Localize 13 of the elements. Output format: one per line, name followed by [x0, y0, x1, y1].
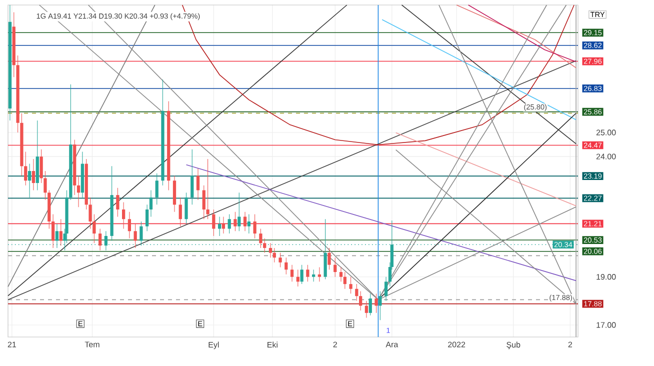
x-tick-label: Ara — [386, 342, 398, 348]
y-tick-label: 19.00 — [596, 274, 616, 280]
y-tick-label: 25.00 — [596, 130, 616, 136]
x-tick-label: 21 — [8, 342, 16, 348]
x-tick-label: Eki — [268, 342, 278, 348]
y-tick-label: 17.00 — [596, 322, 616, 328]
y-tick-label: 24.00 — [596, 154, 616, 160]
x-tick-label: 2022 — [448, 342, 466, 348]
x-tick-label: 2 — [333, 342, 337, 348]
x-tick-label: 2 — [568, 342, 572, 348]
x-tick-label: Eyl — [208, 342, 219, 350]
x-tick-label: Şub — [506, 342, 520, 350]
x-tick-label: Tem — [84, 342, 100, 348]
